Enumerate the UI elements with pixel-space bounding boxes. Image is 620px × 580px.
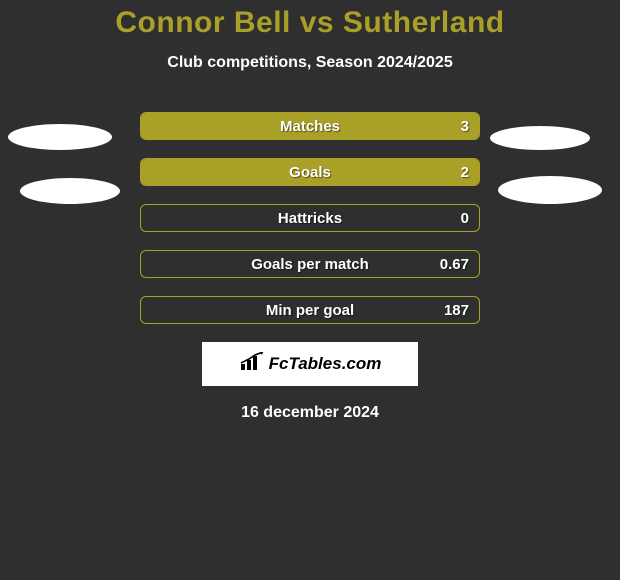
stat-row-hattricks: Hattricks 0 bbox=[140, 204, 480, 232]
stat-value: 187 bbox=[444, 297, 469, 323]
decor-blob bbox=[20, 178, 120, 204]
stat-label: Hattricks bbox=[141, 205, 479, 231]
stat-label: Goals per match bbox=[141, 251, 479, 277]
comparison-card: Connor Bell vs Sutherland Club competiti… bbox=[0, 0, 620, 580]
stat-label: Matches bbox=[141, 113, 479, 139]
decor-blob bbox=[490, 126, 590, 150]
stat-label: Goals bbox=[141, 159, 479, 185]
brand-name: FcTables.com bbox=[269, 354, 382, 374]
stat-row-matches: Matches 3 bbox=[140, 112, 480, 140]
stat-row-goals-per-match: Goals per match 0.67 bbox=[140, 250, 480, 278]
stat-label: Min per goal bbox=[141, 297, 479, 323]
stat-row-min-per-goal: Min per goal 187 bbox=[140, 296, 480, 324]
stat-value: 0.67 bbox=[440, 251, 469, 277]
stats-bars: Matches 3 Goals 2 Hattricks 0 Goals per … bbox=[140, 112, 480, 324]
stat-value: 3 bbox=[461, 113, 469, 139]
footer-date: 16 december 2024 bbox=[0, 404, 620, 422]
page-title: Connor Bell vs Sutherland bbox=[0, 6, 620, 40]
stat-row-goals: Goals 2 bbox=[140, 158, 480, 186]
decor-blob bbox=[8, 124, 112, 150]
decor-blob bbox=[498, 176, 602, 204]
page-subtitle: Club competitions, Season 2024/2025 bbox=[0, 54, 620, 72]
bar-chart-icon bbox=[239, 352, 265, 377]
stat-value: 0 bbox=[461, 205, 469, 231]
stat-value: 2 bbox=[461, 159, 469, 185]
brand-logo: FcTables.com bbox=[202, 342, 418, 386]
